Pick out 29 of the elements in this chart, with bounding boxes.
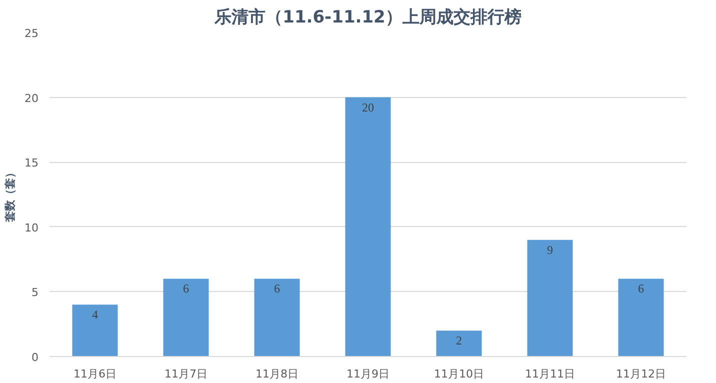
data-label: 20: [362, 100, 374, 114]
y-tick-label: 25: [24, 27, 39, 40]
y-tick-label: 0: [32, 351, 38, 364]
bar: [254, 278, 300, 356]
bar: [436, 330, 482, 356]
bar: [72, 304, 118, 356]
data-label: 6: [274, 282, 280, 296]
data-label: 9: [547, 242, 553, 257]
data-label: 6: [638, 282, 644, 296]
y-axis-title: 套数（套）: [4, 167, 17, 223]
x-tick-label: 11月8日: [256, 368, 298, 380]
chart-title: 乐清市（11.6-11.12）上周成交排行榜: [214, 8, 522, 28]
bar: [527, 240, 573, 356]
x-tick-label: 11月9日: [346, 368, 390, 380]
y-tick-label: 20: [24, 92, 39, 105]
bar: [618, 278, 664, 356]
data-label: 6: [183, 282, 189, 296]
data-label: 4: [92, 308, 98, 322]
bar: [345, 97, 391, 356]
data-label: 2: [456, 334, 462, 348]
x-tick-label: 11月6日: [74, 368, 116, 380]
bar: [163, 278, 209, 356]
y-tick-label: 10: [24, 221, 39, 234]
x-tick-label: 11月11日: [525, 368, 576, 380]
x-tick-label: 11月10日: [434, 368, 484, 380]
x-tick-label: 11月7日: [164, 368, 208, 380]
y-tick-label: 15: [24, 156, 39, 170]
x-tick-label: 11月12日: [616, 368, 666, 380]
y-tick-label: 5: [32, 286, 38, 300]
